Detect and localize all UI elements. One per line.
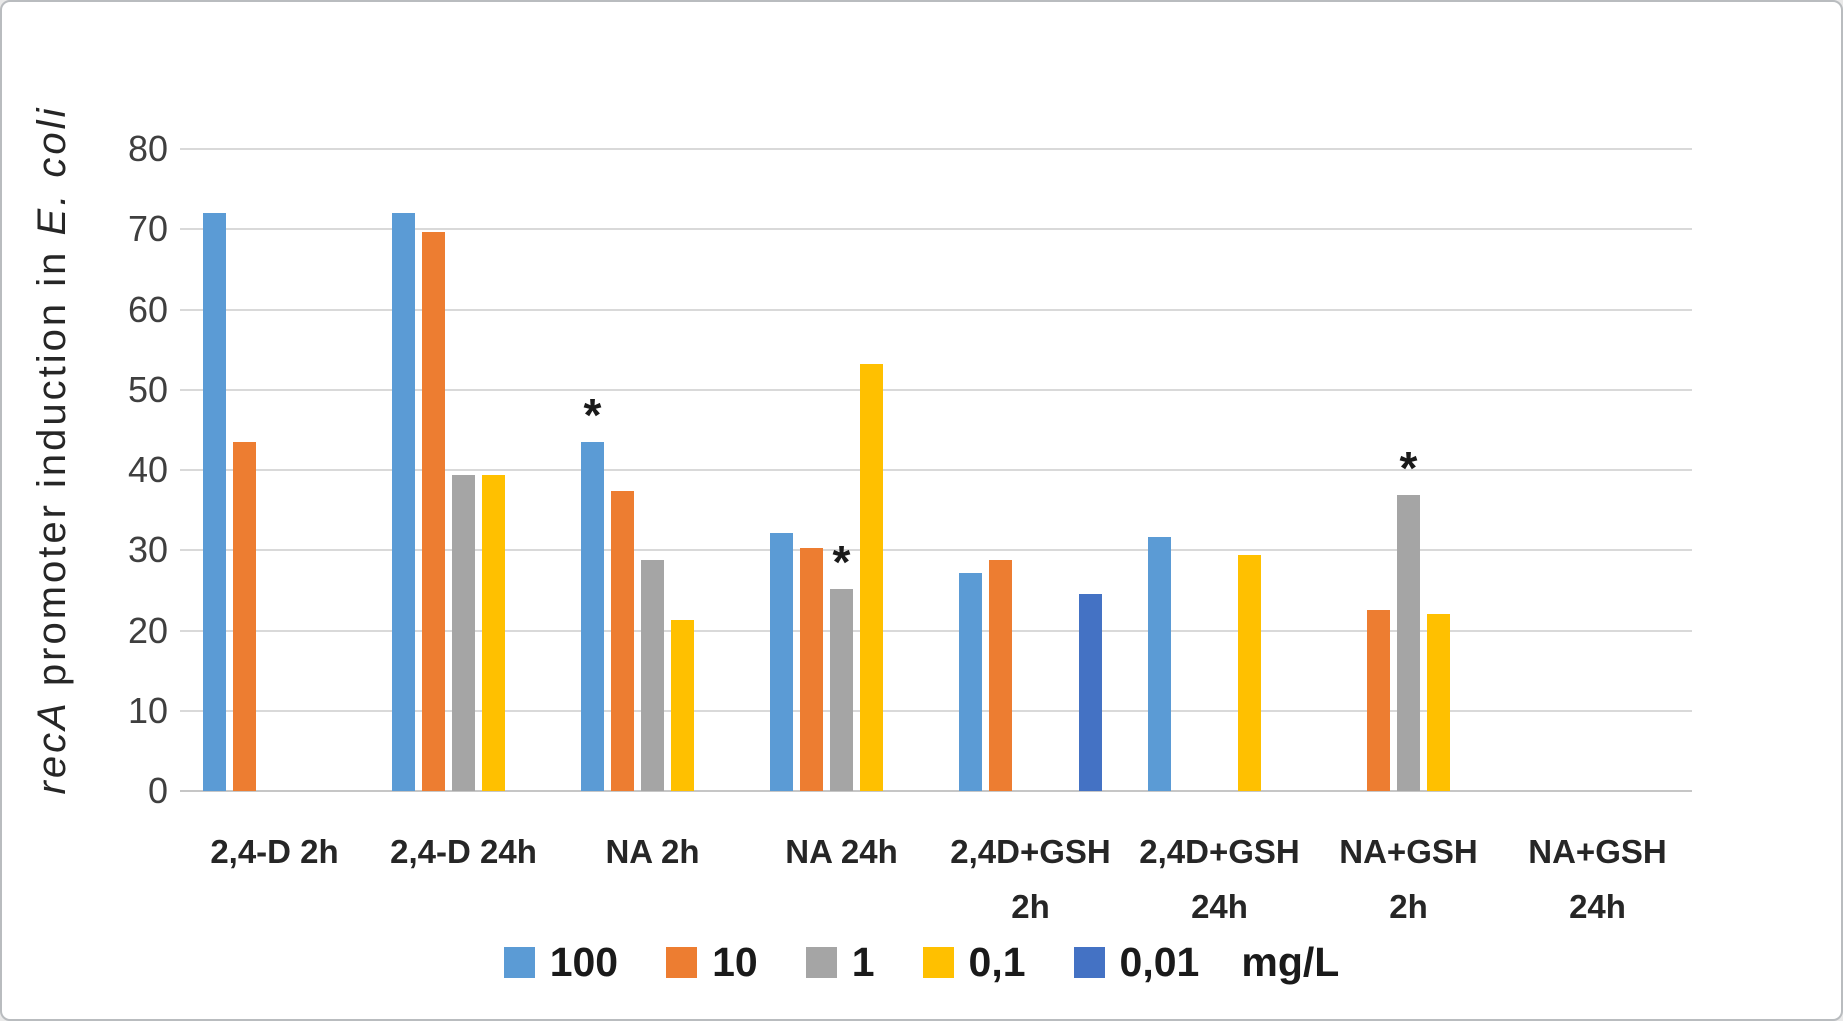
bar-NA-24h-0_1mgL bbox=[860, 364, 883, 791]
bar-NA-24h-10mgL bbox=[800, 547, 823, 791]
legend-label: 1 bbox=[851, 939, 875, 985]
bar-NA-GSH-2h-1mgL bbox=[1397, 494, 1420, 791]
x-category-label-line: 2,4D+GSH bbox=[1139, 833, 1300, 870]
bar-NA-GSH-2h-0_1mgL bbox=[1427, 613, 1450, 791]
bar-2-4D-GSH-2h-10mgL bbox=[989, 559, 1012, 791]
y-tick-label-0: 0 bbox=[147, 770, 168, 811]
x-category-label-NA-2h: NA 2h bbox=[550, 824, 755, 879]
x-category-label-line: NA 24h bbox=[785, 833, 898, 870]
gridline-60 bbox=[180, 308, 1692, 311]
gridline-30 bbox=[180, 549, 1692, 552]
y-tick-label-10: 10 bbox=[127, 689, 168, 731]
bar-2-4-D-24h-100mgL bbox=[392, 213, 415, 791]
x-category-label-2-4D-GSH-24h: 2,4D+GSH 24h bbox=[1117, 824, 1322, 934]
bar-2-4-D-24h-0_1mgL bbox=[482, 474, 505, 791]
bar-2-4D-GSH-24h-0_1mgL bbox=[1238, 555, 1261, 791]
bar-2-4-D-2h-10mgL bbox=[233, 441, 256, 791]
bar-2-4D-GSH-2h-100mgL bbox=[959, 572, 982, 791]
x-category-label-line: 24h bbox=[1191, 888, 1248, 925]
y-tick-label-50: 50 bbox=[127, 368, 168, 410]
y-tick-label-80: 80 bbox=[127, 128, 168, 169]
x-category-label-line: NA+GSH bbox=[1339, 833, 1478, 870]
legend-label: 100 bbox=[549, 939, 619, 985]
legend-swatch-icon bbox=[666, 947, 698, 978]
legend-swatch-icon bbox=[805, 947, 837, 978]
legend-item-0_01mgL: 0,01 bbox=[1073, 939, 1200, 985]
x-category-label-line: 2,4-D 24h bbox=[390, 833, 537, 870]
bar-NA-2h-1mgL bbox=[641, 559, 664, 791]
x-category-label-2-4-D-24h: 2,4-D 24h bbox=[361, 824, 566, 879]
plot-area: * * * bbox=[180, 148, 1692, 792]
y-tick-label-20: 20 bbox=[127, 609, 168, 651]
x-category-label-line: NA 2h bbox=[605, 833, 700, 870]
bar-NA-2h-0_1mgL bbox=[671, 620, 694, 791]
x-category-label-line: 2,4D+GSH bbox=[950, 833, 1111, 870]
legend-label: 0,1 bbox=[968, 939, 1026, 985]
legend-swatch-icon bbox=[503, 947, 535, 978]
significance-asterisk: * bbox=[832, 535, 851, 588]
x-category-label-line: 2h bbox=[1011, 888, 1050, 925]
y-tick-label-60: 60 bbox=[127, 288, 168, 330]
bar-2-4D-GSH-2h-0_01mgL bbox=[1079, 593, 1102, 791]
x-category-label-2-4D-GSH-2h: 2,4D+GSH 2h bbox=[928, 824, 1133, 934]
bar-NA-GSH-2h-10mgL bbox=[1367, 610, 1390, 791]
significance-asterisk: * bbox=[583, 388, 602, 441]
bar-NA-2h-10mgL bbox=[611, 490, 634, 791]
y-tick-label-30: 30 bbox=[127, 529, 168, 571]
gridline-0 bbox=[180, 790, 1692, 792]
bar-NA-2h-100mgL bbox=[581, 441, 604, 791]
x-category-label-line: 2,4-D 2h bbox=[210, 833, 339, 870]
gridline-20 bbox=[180, 629, 1692, 632]
gridline-40 bbox=[180, 469, 1692, 471]
bar-2-4-D-2h-100mgL bbox=[203, 213, 226, 791]
bar-2-4-D-24h-10mgL bbox=[422, 231, 445, 791]
legend-item-100mgL: 100 bbox=[503, 939, 619, 985]
legend-item-1mgL: 1 bbox=[805, 939, 875, 985]
legend-unit-suffix: mg/L bbox=[1241, 939, 1340, 985]
y-tick-label-40: 40 bbox=[127, 449, 168, 490]
legend-item-0_1mgL: 0,1 bbox=[922, 939, 1026, 985]
legend-swatch-icon bbox=[922, 947, 954, 978]
significance-asterisk: * bbox=[1399, 441, 1418, 494]
legend-item-10mgL: 10 bbox=[666, 942, 758, 983]
x-category-label-2-4-D-2h: 2,4-D 2h bbox=[172, 824, 377, 879]
legend: 100 10 1 0,1 0,01 mg/L bbox=[2, 942, 1841, 983]
x-category-label-line: NA+GSH bbox=[1528, 833, 1667, 870]
gridline-70 bbox=[180, 228, 1692, 231]
legend-swatch-icon bbox=[1073, 947, 1105, 978]
x-category-label-NA-GSH-2h: NA+GSH 2h bbox=[1306, 824, 1511, 934]
bar-2-4D-GSH-24h-100mgL bbox=[1148, 537, 1171, 791]
legend-label: 10 bbox=[712, 939, 758, 985]
x-category-label-NA-GSH-24h: NA+GSH 24h bbox=[1495, 824, 1700, 934]
y-tick-label-70: 70 bbox=[127, 208, 168, 250]
x-category-label-line: 24h bbox=[1569, 888, 1626, 925]
bar-NA-24h-100mgL bbox=[770, 532, 793, 791]
bar-2-4-D-24h-1mgL bbox=[452, 474, 475, 791]
gridline-50 bbox=[180, 388, 1692, 391]
legend-label: 0,01 bbox=[1119, 939, 1200, 985]
bar-NA-24h-1mgL bbox=[830, 588, 853, 791]
gridline-80 bbox=[180, 148, 1692, 150]
x-category-label-line: 2h bbox=[1389, 888, 1428, 925]
x-category-label-NA-24h: NA 24h bbox=[739, 824, 944, 879]
gridline-10 bbox=[180, 709, 1692, 712]
